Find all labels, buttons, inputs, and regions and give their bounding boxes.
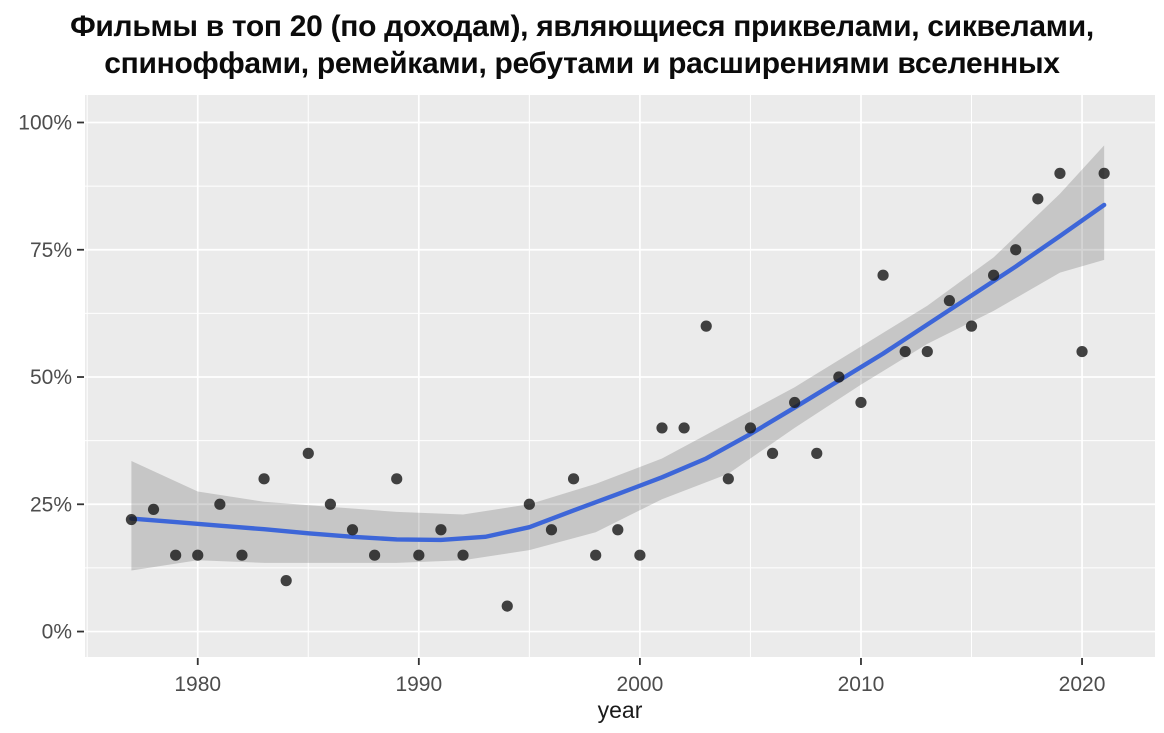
y-tick-label: 25% [30, 493, 72, 516]
y-tick-label: 50% [30, 366, 72, 389]
data-point [545, 524, 558, 536]
y-tick-label: 0% [42, 621, 72, 644]
data-point [943, 295, 956, 307]
data-point [236, 549, 248, 561]
data-point [744, 422, 757, 434]
data-point [280, 575, 292, 587]
data-point [855, 396, 867, 409]
chart-title: Фильмы в топ 20 (по доходам), являющиеся… [0, 8, 1164, 82]
plot-panel [85, 95, 1155, 657]
chart-title-line-1: Фильмы в топ 20 (по доходам), являющиеся… [70, 10, 1094, 43]
data-point [413, 549, 425, 561]
data-point [170, 549, 182, 561]
data-point [899, 345, 911, 358]
data-point [147, 503, 160, 515]
data-point [346, 524, 359, 536]
data-point [1098, 167, 1110, 179]
x-tick-label: 2010 [838, 673, 885, 696]
data-point [877, 269, 889, 281]
data-point [1054, 167, 1066, 179]
data-point [766, 447, 779, 459]
x-tick-label: 1980 [174, 673, 221, 696]
data-point [1032, 193, 1044, 205]
data-point [634, 549, 646, 561]
data-point [391, 473, 403, 485]
data-point [192, 549, 204, 561]
data-point [1010, 244, 1022, 256]
data-point [567, 473, 580, 485]
data-point [789, 396, 801, 409]
data-point [722, 473, 734, 485]
data-point [1076, 345, 1088, 358]
x-tick-label: 1990 [395, 673, 442, 696]
data-point [523, 498, 535, 510]
data-point [965, 320, 978, 332]
x-tick-label: 2000 [617, 673, 664, 696]
x-tick-label: 2020 [1059, 673, 1106, 696]
y-tick-label: 100% [18, 111, 72, 134]
y-tick-label: 75% [30, 239, 72, 262]
data-point [612, 524, 624, 536]
data-point [457, 549, 469, 561]
x-axis-title: year [597, 697, 643, 723]
data-point [833, 371, 845, 383]
data-point [125, 513, 138, 526]
data-point [302, 447, 314, 459]
trend-line [129, 202, 1107, 543]
data-point [369, 549, 381, 561]
data-point [324, 498, 336, 510]
chart-title-line-2: спиноффами, ремейками, ребутами и расшир… [104, 47, 1060, 80]
data-point [656, 422, 668, 434]
data-point [700, 320, 712, 332]
data-point [988, 269, 1000, 281]
data-point [590, 549, 602, 561]
data-point [214, 498, 226, 510]
data-point [258, 473, 270, 485]
data-point [921, 345, 933, 358]
data-point [811, 447, 823, 459]
data-point [678, 422, 690, 434]
data-point [435, 524, 447, 536]
data-point [501, 600, 513, 612]
